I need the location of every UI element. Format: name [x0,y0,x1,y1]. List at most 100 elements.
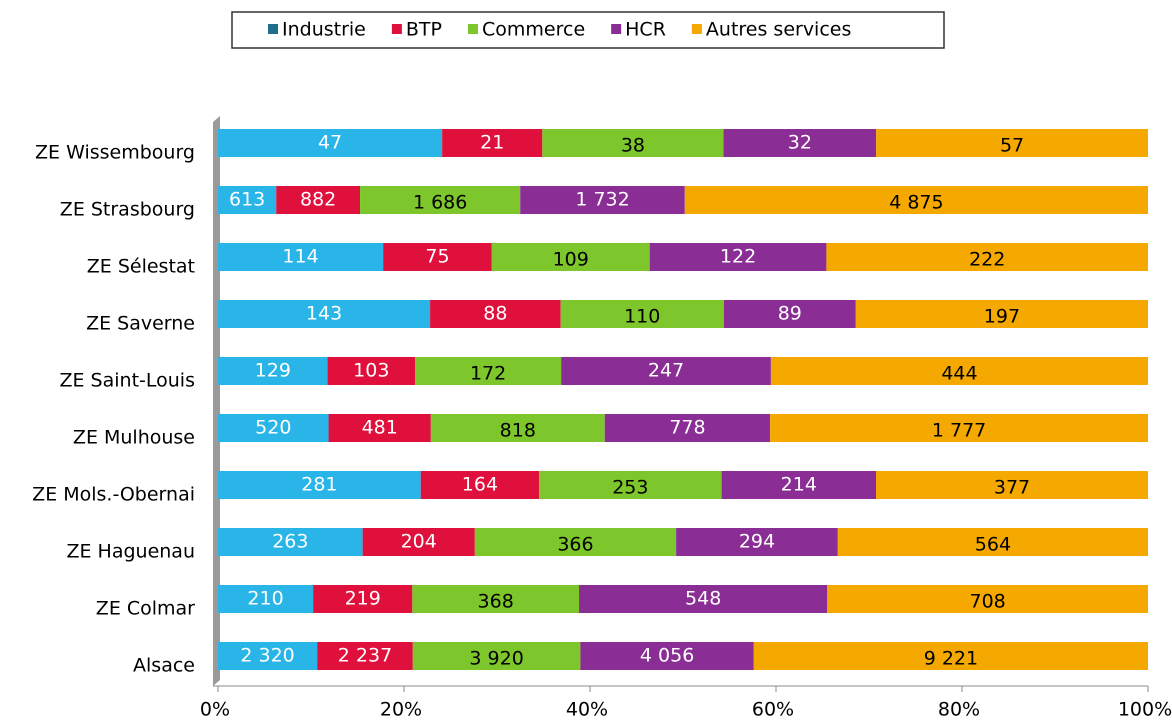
bar-segment [313,585,413,613]
legend-swatch [268,24,278,34]
y-tick-label: ZE Saint-Louis [60,370,196,392]
bar-segment [542,129,724,157]
data-label: 47 [318,132,342,154]
data-label: 778 [669,417,705,439]
bar-segment [826,243,1148,271]
bar-segment [383,243,492,271]
bar-segment [539,471,722,499]
data-label: 253 [612,477,648,499]
bar-segment [827,585,1148,613]
bar-segment [412,585,580,613]
data-label: 204 [401,531,437,553]
bar-segment [580,642,754,670]
bar-segment [218,300,431,328]
bar-segment [412,642,581,670]
x-tick-label: 0% [200,699,230,721]
data-label: 708 [970,591,1006,613]
data-label: 520 [255,417,291,439]
x-tick-label: 20% [380,699,422,721]
data-label: 109 [553,249,589,271]
bar-segment [218,186,277,214]
legend-swatch [391,24,402,34]
bar-segment [218,528,363,556]
y-tick-label: ZE Colmar [96,598,195,620]
data-label: 219 [345,588,381,610]
legend-label: BTP [406,19,442,41]
bar-segment [218,471,421,499]
bar-segment [579,585,828,613]
data-label: 444 [941,363,977,385]
bar-segment [649,243,827,271]
data-label: 613 [229,189,265,211]
data-label: 38 [621,135,645,157]
data-label: 21 [480,132,504,154]
data-label: 2 320 [240,645,294,667]
data-label: 481 [362,417,398,439]
x-tick-label: 40% [566,699,608,721]
data-label: 263 [272,531,308,553]
bar-segment [360,186,521,214]
bar-segment [561,357,771,385]
bar-segment [721,471,876,499]
y-tick-label: Alsace [133,655,195,677]
y-tick-label: ZE Haguenau [66,541,195,563]
bar-segment [770,357,1148,385]
y-tick-label: ZE Wissembourg [35,142,195,164]
bar-segment [837,528,1148,556]
x-tick-label: 60% [752,699,794,721]
bar-segment [327,357,416,385]
y-tick-label: ZE Mulhouse [73,427,195,449]
bar-segment [218,414,329,442]
bar-segment [753,642,1148,670]
data-label: 818 [500,420,536,442]
bar-segment [328,414,431,442]
data-label: 281 [301,474,337,496]
data-label: 57 [1000,135,1024,157]
bar-segment [218,129,443,157]
data-label: 103 [353,360,389,382]
data-label: 88 [483,303,507,325]
data-label: 143 [306,303,342,325]
bar-segment [876,129,1148,157]
data-label: 1 686 [413,192,467,214]
data-label: 222 [969,249,1005,271]
legend-swatch [691,24,702,34]
bar-segment [560,300,724,328]
data-label: 882 [300,189,336,211]
data-label: 129 [255,360,291,382]
bar-segment [474,528,677,556]
bar-segment [491,243,650,271]
bar-segment [430,300,561,328]
data-label: 247 [648,360,684,382]
data-label: 564 [975,534,1011,556]
bar-segment [520,186,685,214]
data-label: 368 [478,591,514,613]
bar-segment [855,300,1148,328]
data-label: 32 [788,132,812,154]
data-label: 4 875 [889,192,943,214]
bar-segment [415,357,562,385]
bar-segment [317,642,413,670]
y-tick-label: ZE Strasbourg [60,199,195,221]
legend-label: Autres services [706,19,851,41]
bar-segment [420,471,540,499]
legend-label: HCR [625,19,666,41]
legend-swatch [468,24,478,34]
bar-segment [442,129,543,157]
bar-segment [218,585,314,613]
data-label: 548 [685,588,721,610]
bar-segment [218,243,384,271]
data-label: 2 237 [338,645,392,667]
data-label: 3 920 [469,648,523,670]
data-label: 210 [247,588,283,610]
data-label: 172 [470,363,506,385]
bar-segment [218,642,318,670]
data-label: 75 [425,246,449,268]
bar-segment [430,414,605,442]
data-label: 9 221 [924,648,978,670]
y-tick-label: ZE Sélestat [87,256,195,278]
data-label: 164 [462,474,498,496]
data-label: 1 732 [575,189,629,211]
data-label: 114 [282,246,318,268]
